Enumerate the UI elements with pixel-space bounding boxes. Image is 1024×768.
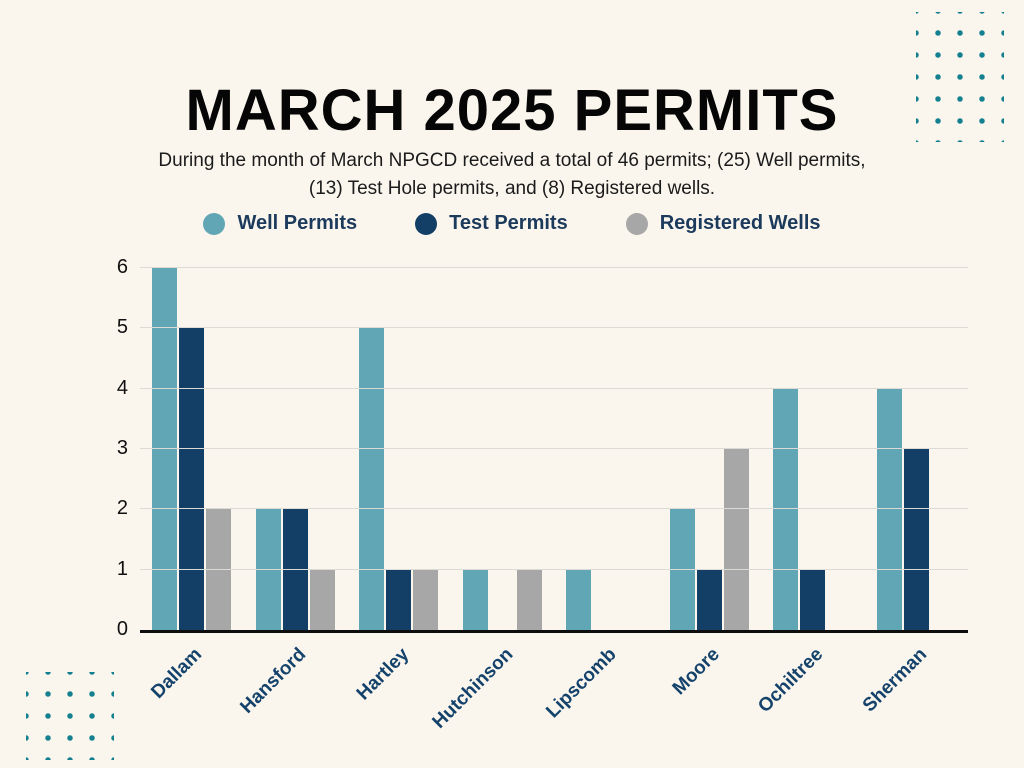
y-tick-label-6: 6 [116,256,128,278]
x-axis-label-lipscomb: Lipscomb [542,644,621,723]
bars-sherman [876,268,956,630]
y-tick-label-3: 3 [116,437,128,459]
plot-groups: Dallam Hansford Hartley Hutchinson Lipscomb M… [140,268,969,733]
gridline-4 [140,387,968,389]
bar-well-permits-hartley [359,328,385,630]
y-axis: 0 1 2 3 4 5 6 [92,256,132,640]
bar-well-permits-hansford [255,509,281,630]
y-tick-label-1: 1 [116,557,128,580]
gridline-3 [140,448,968,449]
x-axis-label-hutchinson: Hutchinson [428,644,518,733]
y-tick-label-2: 2 [116,497,128,520]
bar-group-sherman: Sherman [859,268,969,716]
bars-ochiltree [773,268,852,630]
bar-registered-wells-hutchinson [516,569,542,630]
bar-registered-wells-hansford [309,569,335,630]
x-axis-label-ochiltree: Ochiltree [754,644,828,718]
plot-area: Dallam Hansford Hartley Hutchinson Lipscomb M… [140,267,969,733]
bar-well-permits-dallam [152,268,178,630]
legend-label: Test Permits [449,212,568,234]
legend-item-well-permits: Well Permits [203,212,357,235]
bar-registered-wells-moore [723,449,749,630]
bar-test-permits-hartley [386,569,412,630]
y-tick-label-0: 0 [116,618,128,640]
x-axis-label-moore: Moore [668,644,725,700]
bars-dallam [152,268,232,630]
bars-moore [669,268,749,630]
dot-grid-decoration-bottom-left [26,672,114,760]
gridline-5 [140,327,968,329]
bar-group-dallam: Dallam [140,268,244,703]
page-title: MARCH 2025 PERMITS [185,77,839,143]
x-axis-label-dallam: Dallam [147,644,207,703]
bar-group-hansford: Hansford [236,268,348,718]
bar-group-lipscomb: Lipscomb [542,268,658,722]
legend-label: Registered Wells [659,212,821,234]
bars-hutchinson [462,268,542,630]
gridline-1 [140,568,968,570]
bar-test-permits-moore [696,569,722,630]
legend-item-test-permits: Test Permits [415,212,568,235]
x-axis-label-hansford: Hansford [236,644,311,718]
bar-group-ochiltree: Ochiltree [755,268,865,717]
legend-swatch-icon [415,212,438,235]
bars-lipscomb [566,268,645,630]
bar-group-hutchinson: Hutchinson [428,268,555,733]
legend-swatch-icon [625,212,648,235]
bar-registered-wells-dallam [206,509,232,630]
x-axis-label-hartley: Hartley [353,644,414,705]
bars-hansford [255,268,335,630]
y-tick-label-5: 5 [116,316,128,339]
bars-hartley [359,268,439,630]
bar-test-permits-hansford [282,509,308,630]
x-axis-label-sherman: Sherman [858,644,932,717]
gridline-2 [140,508,968,510]
bar-group-hartley: Hartley [347,268,451,704]
y-tick-label-4: 4 [116,376,128,399]
bar-well-permits-lipscomb [566,569,592,630]
bar-group-moore: Moore [658,268,762,699]
bar-well-permits-hutchinson [462,569,488,630]
bar-test-permits-dallam [179,328,205,630]
legend-label: Well Permits [237,212,358,234]
chart-legend: Well Permits Test Permits Registered Wells [0,212,1024,235]
legend-item-registered-wells: Registered Wells [625,212,821,235]
gridline-6 [140,267,968,268]
subtitle-text: During the month of March NPGCD received… [158,150,866,199]
bar-test-permits-ochiltree [800,569,826,630]
bar-well-permits-moore [669,509,695,630]
dot-grid-decoration-top-right [916,12,1004,142]
bar-test-permits-sherman [903,449,929,630]
legend-swatch-icon [203,212,226,235]
bar-registered-wells-hartley [413,569,439,630]
